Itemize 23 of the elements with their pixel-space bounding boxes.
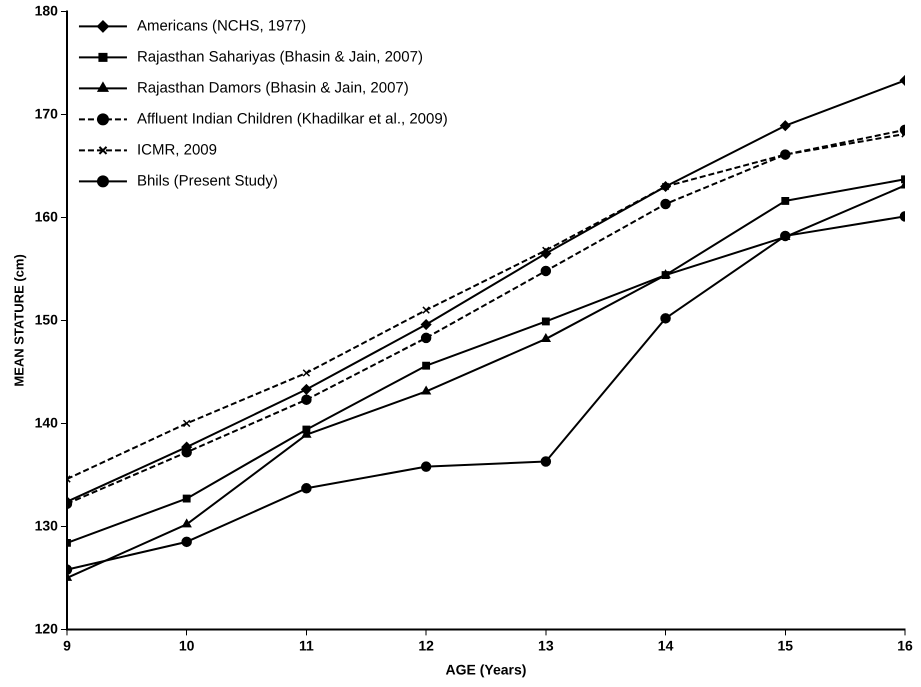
x-axis-title: AGE (Years) [446, 661, 526, 678]
legend-label: Rajasthan Sahariyas (Bhasin & Jain, 2007) [136, 48, 423, 66]
legend-label: Affluent Indian Children (Khadilkar et al., 2009) [136, 110, 448, 128]
x-tick-label: 14 [658, 638, 674, 654]
x-tick-label: 13 [538, 638, 554, 654]
legend-label: Americans (NCHS, 1977) [136, 18, 306, 35]
x-tick-label: 11 [298, 638, 314, 654]
legend-label: ICMR, 2009 [136, 142, 218, 159]
x-tick-label: 16 [897, 638, 913, 654]
x-tick-label: 12 [418, 638, 434, 654]
y-tick-label: 140 [34, 414, 58, 430]
x-tick-label: 10 [178, 638, 195, 654]
y-tick-label: 120 [34, 620, 58, 636]
y-tick-label: 150 [34, 311, 58, 328]
x-tick-label: 15 [777, 638, 794, 654]
y-tick-label: 130 [34, 517, 58, 534]
y-tick-label: 180 [34, 2, 58, 18]
y-tick-label: 170 [34, 105, 58, 122]
y-tick-label: 160 [34, 208, 58, 224]
x-tick-label: 9 [63, 638, 72, 654]
legend-label: Rajasthan Damors (Bhasin & Jain, 2007) [136, 80, 409, 97]
legend-label: Bhils (Present Study) [136, 172, 278, 190]
y-axis-title: MEAN STATURE (cm) [11, 254, 26, 387]
